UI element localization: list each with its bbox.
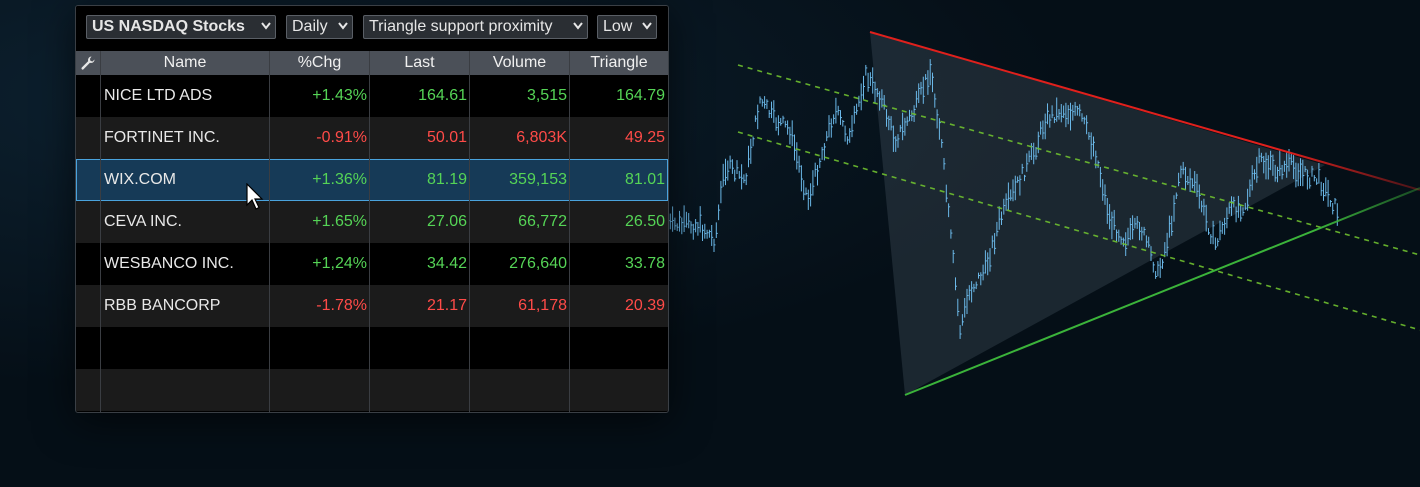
- mouse-cursor-icon: [246, 183, 264, 210]
- support-line: [904, 187, 1420, 396]
- percent-change: +1.43%: [312, 87, 367, 104]
- table-row[interactable]: WESBANCO INC. +1,24% 34.42 276,640 33.78: [76, 243, 668, 285]
- chevron-down-icon: [261, 22, 271, 30]
- stock-name: FORTINET INC.: [104, 129, 220, 146]
- triangle-value: 33.78: [624, 255, 665, 272]
- scan-type-dropdown-label: Triangle support proximity: [369, 18, 553, 35]
- percent-change: +1.65%: [312, 213, 367, 230]
- table-header: Name %Chg Last Volume Triangle: [76, 51, 668, 75]
- percent-change: -0.91%: [316, 129, 367, 146]
- resistance-line: [869, 31, 1420, 191]
- market-dropdown[interactable]: US NASDAQ Stocks: [86, 15, 276, 39]
- interval-dropdown-label: Daily: [292, 18, 328, 35]
- market-dropdown-label: US NASDAQ Stocks: [92, 18, 245, 35]
- volume: 61,178: [518, 297, 567, 314]
- column-header-change[interactable]: %Chg: [297, 54, 342, 71]
- empty-row: [76, 369, 668, 411]
- last-price: 81.19: [426, 171, 467, 188]
- chevron-down-icon: [338, 22, 348, 30]
- interval-dropdown[interactable]: Daily: [286, 15, 353, 39]
- table-row[interactable]: CEVA INC. +1.65% 27.06 66,772 26.50: [76, 201, 668, 243]
- table-row[interactable]: RBB BANCORP -1.78% 21.17 61,178 20.39: [76, 285, 668, 327]
- stock-scanner-window: US NASDAQ Stocks Daily Triangle support …: [75, 5, 669, 413]
- column-header-volume[interactable]: Volume: [492, 54, 547, 71]
- column-divider: [369, 51, 370, 412]
- table-row-selected[interactable]: WIX.COM +1.36% 81.19 359,153 81.01: [76, 159, 668, 201]
- column-divider: [269, 51, 270, 412]
- percent-change: +1,24%: [312, 255, 367, 272]
- volume: 66,772: [518, 213, 567, 230]
- last-price: 27.06: [426, 213, 467, 230]
- last-price: 164.61: [418, 87, 467, 104]
- triangle-value: 26.50: [624, 213, 665, 230]
- price-field-dropdown[interactable]: Low: [597, 15, 657, 39]
- volume: 3,515: [526, 87, 567, 104]
- last-price: 21.17: [426, 297, 467, 314]
- column-divider: [469, 51, 470, 412]
- scan-type-dropdown[interactable]: Triangle support proximity: [363, 15, 588, 39]
- channel-line-lower: [737, 131, 1420, 331]
- column-divider: [100, 51, 101, 412]
- column-divider: [569, 51, 570, 412]
- column-header-last[interactable]: Last: [404, 54, 435, 71]
- chevron-down-icon: [573, 22, 583, 30]
- stock-name: RBB BANCORP: [104, 297, 221, 314]
- scanner-toolbar: US NASDAQ Stocks Daily Triangle support …: [76, 6, 668, 50]
- percent-change: +1.36%: [312, 171, 367, 188]
- stock-name: WIX.COM: [104, 171, 176, 188]
- percent-change: -1.78%: [316, 297, 367, 314]
- volume: 359,153: [509, 171, 567, 188]
- volume: 6,803K: [516, 129, 567, 146]
- last-price: 34.42: [426, 255, 467, 272]
- triangle-value: 20.39: [624, 297, 665, 314]
- results-table: NICE LTD ADS +1.43% 164.61 3,515 164.79 …: [76, 75, 668, 412]
- last-price: 50.01: [426, 129, 467, 146]
- stock-name: NICE LTD ADS: [104, 87, 213, 104]
- empty-row: [76, 327, 668, 369]
- price-field-dropdown-label: Low: [603, 18, 633, 35]
- stock-name: CEVA INC.: [104, 213, 182, 230]
- triangle-value: 164.79: [616, 87, 665, 104]
- chevron-down-icon: [642, 22, 652, 30]
- price-bars: [667, 59, 1339, 339]
- triangle-fill: [870, 32, 1325, 395]
- triangle-value: 81.01: [624, 171, 665, 188]
- column-header-name[interactable]: Name: [163, 54, 207, 71]
- column-header-triangle[interactable]: Triangle: [590, 54, 648, 71]
- volume: 276,640: [509, 255, 567, 272]
- wrench-icon[interactable]: [80, 55, 96, 71]
- triangle-value: 49.25: [624, 129, 665, 146]
- stock-name: WESBANCO INC.: [104, 255, 234, 272]
- table-row[interactable]: FORTINET INC. -0.91% 50.01 6,803K 49.25: [76, 117, 668, 159]
- table-row[interactable]: NICE LTD ADS +1.43% 164.61 3,515 164.79: [76, 75, 668, 117]
- channel-line-upper: [737, 64, 1420, 256]
